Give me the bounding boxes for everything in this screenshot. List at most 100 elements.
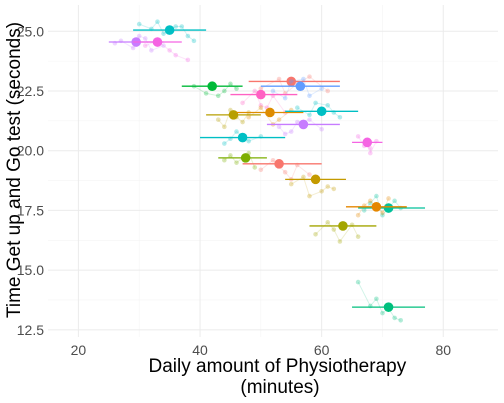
data-point <box>276 76 282 82</box>
data-point <box>282 131 288 137</box>
data-point <box>155 19 160 25</box>
x-tick-label: 60 <box>314 342 330 358</box>
data-point <box>222 141 227 146</box>
data-group <box>218 150 267 170</box>
data-point <box>301 76 306 82</box>
mean-point <box>207 81 217 92</box>
y-axis-title: Time Get up and Go test (seconds) <box>4 22 25 318</box>
data-point <box>392 315 397 321</box>
series-line <box>224 130 262 144</box>
data-point <box>288 181 294 187</box>
data-point <box>130 45 136 51</box>
y-tick-label: 17.5 <box>17 202 44 218</box>
data-point <box>355 212 361 218</box>
series-line <box>290 176 334 197</box>
data-group <box>133 19 207 44</box>
data-point <box>380 310 385 316</box>
data-point <box>295 105 300 111</box>
data-point <box>307 112 312 118</box>
x-axis-title-line: (minutes) <box>240 377 319 398</box>
data-point <box>282 95 288 101</box>
data-point <box>136 33 142 39</box>
data-point <box>234 86 239 91</box>
mean-point <box>383 302 394 312</box>
data-group <box>133 37 191 63</box>
data-point <box>270 157 276 163</box>
data-point <box>282 169 288 175</box>
x-tick-label: 80 <box>435 342 451 358</box>
mean-point <box>298 119 309 130</box>
mean-point <box>295 81 306 92</box>
data-point <box>270 88 276 94</box>
data-point <box>355 279 361 285</box>
data-point <box>301 174 306 180</box>
mean-point <box>286 76 297 87</box>
data-point <box>276 124 282 130</box>
data-point <box>307 117 312 122</box>
data-point <box>374 296 379 302</box>
data-point <box>167 48 172 53</box>
series-line <box>260 159 310 181</box>
data-point <box>295 119 300 125</box>
data-point <box>367 200 373 206</box>
data-group <box>242 157 322 182</box>
data-point <box>252 88 258 94</box>
data-point <box>215 93 221 99</box>
data-point <box>307 93 312 99</box>
series-line <box>297 102 341 118</box>
mean-point <box>152 37 163 47</box>
mean-point <box>310 174 321 185</box>
data-group <box>266 117 340 137</box>
data-point <box>367 150 373 156</box>
data-point <box>161 31 166 36</box>
data-point <box>325 88 331 94</box>
data-point <box>228 81 233 87</box>
data-point <box>313 231 318 237</box>
data-point <box>185 33 191 39</box>
data-group <box>358 193 426 218</box>
data-group <box>285 174 346 199</box>
mean-point <box>237 132 248 143</box>
gridlines <box>48 5 498 337</box>
data-point <box>355 134 361 139</box>
y-tick-label: 12.5 <box>17 322 44 338</box>
data-point <box>331 186 337 192</box>
data-point <box>246 138 251 144</box>
data-point <box>173 52 179 58</box>
data-point <box>149 48 154 53</box>
data-point <box>331 227 337 232</box>
data-point <box>367 146 373 151</box>
series-line <box>357 198 390 216</box>
data-point <box>386 196 391 201</box>
mean-point <box>338 221 348 231</box>
data-point <box>313 100 318 106</box>
data-point <box>234 160 239 165</box>
data-group <box>345 196 407 218</box>
data-point <box>392 198 397 204</box>
mean-point <box>256 89 266 100</box>
data-point <box>258 105 264 111</box>
data-point <box>161 43 166 48</box>
data-group <box>309 220 377 244</box>
data-point <box>185 57 191 63</box>
data-point <box>276 117 282 122</box>
data-point <box>367 198 373 204</box>
data-point <box>337 239 343 244</box>
series-line <box>193 83 237 97</box>
data-point <box>240 100 245 106</box>
data-point <box>222 124 227 130</box>
data-group <box>206 107 261 130</box>
series-line <box>242 90 286 113</box>
data-point <box>325 184 331 189</box>
data-point <box>258 86 264 91</box>
data-group <box>181 81 243 99</box>
mean-point <box>274 159 284 169</box>
series-line <box>260 76 329 95</box>
data-point <box>398 317 404 323</box>
mean-point <box>371 202 382 212</box>
series-line <box>357 281 401 321</box>
data-point <box>142 36 148 41</box>
data-point <box>136 21 142 27</box>
data-point <box>307 74 312 79</box>
